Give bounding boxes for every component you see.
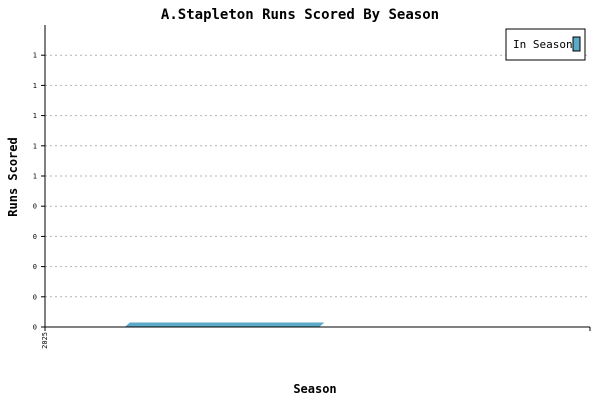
y-tick-label: 1 <box>33 142 37 150</box>
y-tick-label: 0 <box>33 324 37 332</box>
axes <box>41 25 591 331</box>
legend-label: In Season <box>513 38 573 51</box>
legend-swatch <box>572 36 581 52</box>
x-tick-labels: 2025 <box>41 332 49 349</box>
y-tick-label: 1 <box>33 173 37 181</box>
grid <box>45 54 590 298</box>
y-axis-label: Runs Scored <box>6 137 20 216</box>
series-area-in-season <box>124 322 325 327</box>
chart-title: A.Stapleton Runs Scored By Season <box>161 7 439 23</box>
x-axis-label: Season <box>293 382 336 396</box>
y-tick-labels: 0 0 0 0 0 1 1 1 1 1 <box>33 52 37 332</box>
y-tick-label: 1 <box>33 112 37 120</box>
series-layer <box>124 322 325 327</box>
y-tick-label: 0 <box>33 233 37 241</box>
x-tick-label: 2025 <box>41 332 49 349</box>
y-tick-label: 0 <box>33 293 37 301</box>
legend-box <box>505 28 586 61</box>
y-tick-label: 0 <box>33 203 37 211</box>
y-tick-label: 1 <box>33 52 37 60</box>
y-tick-label: 1 <box>33 82 37 90</box>
legend: In Season <box>505 28 586 61</box>
y-tick-label: 0 <box>33 263 37 271</box>
